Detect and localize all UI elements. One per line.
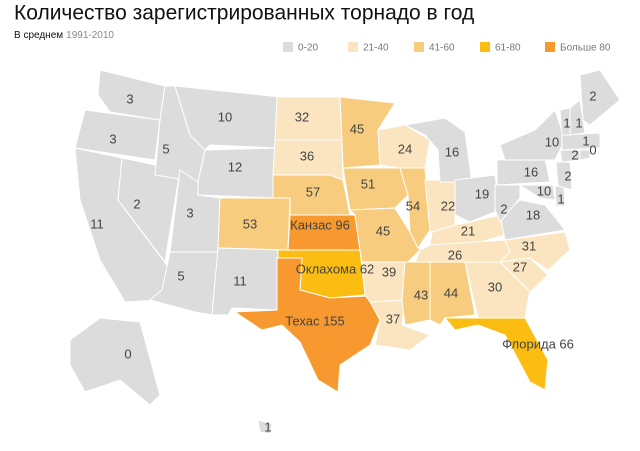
state-label: 1 <box>582 133 589 148</box>
state <box>579 69 621 126</box>
title: Количество зарегистрированных торнадо в … <box>14 2 474 25</box>
state-label: Канзас 96 <box>290 217 350 232</box>
state-label: 36 <box>300 148 314 163</box>
state-label: 24 <box>398 141 412 156</box>
legend-label: 61-80 <box>495 43 521 54</box>
legend: 0-20 21-40 41-60 61-80 Больше 80 <box>283 42 611 54</box>
legend-label: Больше 80 <box>560 43 611 54</box>
state-label: 54 <box>406 198 420 213</box>
state-label: 16 <box>445 144 459 159</box>
state-label: 0 <box>589 142 596 157</box>
state-label: 10 <box>537 183 551 198</box>
state-label: 45 <box>350 121 364 136</box>
state <box>569 99 586 136</box>
legend-label: 21-40 <box>363 43 389 54</box>
state-label: 11 <box>90 216 104 231</box>
state <box>97 69 166 121</box>
state-label: Оклахома 62 <box>296 261 375 276</box>
state-label: 22 <box>441 198 455 213</box>
state <box>197 147 278 199</box>
state-label: 51 <box>361 176 375 191</box>
state-label: 1 <box>575 115 582 130</box>
state <box>233 257 381 393</box>
state <box>454 174 501 223</box>
legend-swatch <box>348 42 358 52</box>
state <box>443 317 549 391</box>
state-label: 39 <box>382 264 396 279</box>
state <box>399 167 431 249</box>
state-label: 3 <box>109 131 116 146</box>
state-label: 21 <box>461 223 475 238</box>
subtitle-prefix: В среднем <box>14 30 63 41</box>
legend-swatch <box>283 42 293 52</box>
state-label: 43 <box>414 287 428 302</box>
state-label: 16 <box>524 164 538 179</box>
state-label: 2 <box>589 88 596 103</box>
state-label: 2 <box>564 168 571 183</box>
state <box>342 167 409 211</box>
state-label: 1 <box>563 115 570 130</box>
legend-label: 41-60 <box>429 43 455 54</box>
state <box>401 261 431 326</box>
state <box>579 149 591 161</box>
state-label: 3 <box>126 91 133 106</box>
legend-swatch <box>414 42 424 52</box>
state-label: 2 <box>500 201 507 216</box>
state-label: 19 <box>475 186 489 201</box>
subtitle-period: 1991-2010 <box>66 30 114 41</box>
state-label: 30 <box>488 279 502 294</box>
state-label: 57 <box>306 184 320 199</box>
legend-swatch <box>545 42 555 52</box>
state-label: Техас 155 <box>285 313 345 328</box>
state <box>69 317 161 406</box>
state-label: 44 <box>444 285 458 300</box>
state-label: 18 <box>526 207 540 222</box>
state-label: 32 <box>295 109 309 124</box>
state-label: 5 <box>177 268 184 283</box>
state <box>518 184 556 201</box>
state-label: 3 <box>186 205 193 220</box>
state-label: 31 <box>522 238 536 253</box>
state-label: 45 <box>376 223 390 238</box>
subtitle: В среднем 1991-2010 <box>14 30 114 41</box>
state-label: 5 <box>162 141 169 156</box>
state-label: 10 <box>218 109 232 124</box>
state-label: 1 <box>557 191 564 206</box>
state-label: 2 <box>571 147 578 162</box>
states <box>69 69 621 435</box>
state-label: 2 <box>133 196 140 211</box>
state <box>257 419 273 435</box>
state-label: 10 <box>545 134 559 149</box>
state-label: 27 <box>513 259 527 274</box>
state-label: 26 <box>448 247 462 262</box>
state-label: 37 <box>386 311 400 326</box>
state <box>494 184 521 223</box>
state-label: 12 <box>228 159 242 174</box>
state-label: 53 <box>243 216 257 231</box>
state-label: Флорида 66 <box>502 336 574 351</box>
legend-label: 0-20 <box>298 43 318 54</box>
state-label: 11 <box>233 273 247 288</box>
state-label: 0 <box>124 346 131 361</box>
state-label: 1 <box>264 419 271 434</box>
state <box>561 132 601 151</box>
legend-swatch <box>480 42 490 52</box>
state <box>74 109 161 161</box>
